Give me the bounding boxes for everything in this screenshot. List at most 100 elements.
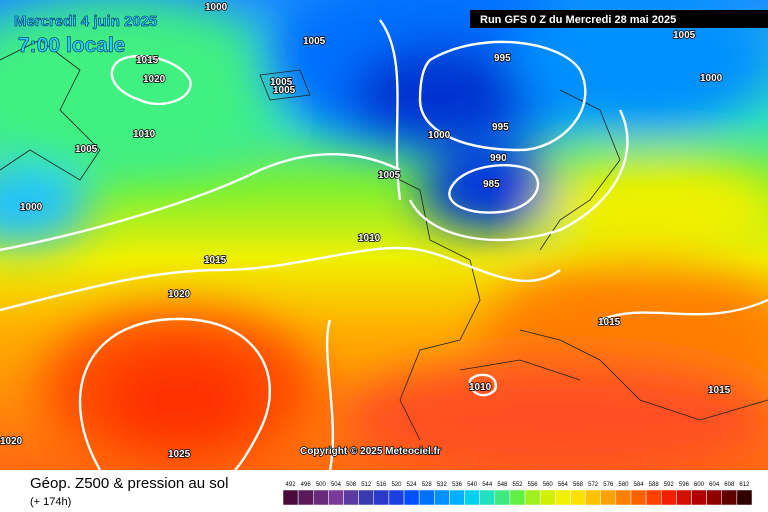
isobar-label: 1010 <box>133 129 156 140</box>
colorbar-swatch <box>509 489 526 506</box>
colorbar-swatch <box>297 489 314 506</box>
colorbar-label: 604 <box>709 482 720 488</box>
colorbar: 492 496 500 504 508 512 516 520 524 528 532 536 540 5… <box>282 482 753 506</box>
isobar-label: 1005 <box>378 170 401 181</box>
isobar-label: 1015 <box>204 255 227 266</box>
isobar <box>379 19 629 242</box>
colorbar-swatch <box>555 489 571 506</box>
isobar-label: 1005 <box>303 36 326 47</box>
colorbar-swatch <box>373 489 390 506</box>
isobar-label: 1005 <box>270 77 293 88</box>
colorbar-label: 576 <box>603 482 614 488</box>
isobar-label: 1000 <box>428 130 451 141</box>
isobar-label: 1020 <box>0 436 23 447</box>
run-info: Run GFS 0 Z du Mercredi 28 mai 2025 <box>480 14 676 26</box>
colorbar-swatch <box>464 489 480 506</box>
isobar-label: 990 <box>490 153 507 164</box>
colorbar-label: 508 <box>346 482 357 488</box>
colorbar-label: 584 <box>634 482 645 488</box>
colorbar-label: 500 <box>316 482 327 488</box>
colorbar-swatch <box>282 489 299 506</box>
isobar <box>110 54 192 106</box>
colorbar-swatch <box>645 489 662 506</box>
colorbar-swatch <box>313 489 329 506</box>
isobar <box>325 298 768 470</box>
coastline <box>0 39 768 441</box>
isobar <box>418 40 587 152</box>
colorbar-label: 612 <box>739 482 750 488</box>
colorbar-label: 520 <box>391 482 402 488</box>
isobar-label: 1000 <box>20 202 43 213</box>
colorbar-label: 600 <box>694 482 705 488</box>
colorbar-label: 556 <box>528 482 539 488</box>
colorbar-label: 588 <box>649 482 660 488</box>
colorbar-label: 504 <box>331 482 342 488</box>
colorbar-label: 532 <box>437 482 448 488</box>
isobar <box>78 317 271 470</box>
isobar-label: 1020 <box>143 74 166 85</box>
colorbar-label: 596 <box>679 482 690 488</box>
date: Mercredi 4 juin 2025 <box>14 13 157 30</box>
colorbar-swatch <box>403 489 420 506</box>
isobar-label: 1010 <box>469 382 492 393</box>
colorbar-swatch <box>343 489 359 506</box>
footer-title: Géop. Z500 & pression au sol <box>30 475 228 492</box>
colorbar-swatch <box>676 489 692 506</box>
colorbar-label: 564 <box>558 482 569 488</box>
colorbar-swatch <box>585 489 601 506</box>
isobar <box>0 152 401 252</box>
colorbar-swatch <box>570 489 586 506</box>
colorbar-label: 568 <box>573 482 584 488</box>
colorbar-swatch <box>418 489 435 506</box>
isobar-label: 1020 <box>168 289 191 300</box>
colorbar-swatch <box>736 489 753 506</box>
isobar-label: 1015 <box>598 317 621 328</box>
colorbar-swatch <box>630 489 647 506</box>
colorbar-swatch <box>449 489 465 506</box>
footer-subtitle: (+ 174h) <box>30 496 71 508</box>
colorbar-label: 512 <box>361 482 372 488</box>
isobar-label: 985 <box>483 179 500 190</box>
isobar <box>0 246 561 312</box>
colorbar-label: 496 <box>301 482 312 488</box>
colorbar-label: 592 <box>664 482 675 488</box>
colorbar-swatch <box>615 489 632 506</box>
isobar-label: 1000 <box>205 2 228 13</box>
colorbar-swatch <box>358 489 375 506</box>
colorbar-label: 572 <box>588 482 599 488</box>
colorbar-swatch <box>706 489 722 506</box>
colorbar-label: 492 <box>286 482 297 488</box>
isobar-label: 1015 <box>136 55 159 66</box>
colorbar-swatch <box>691 489 707 506</box>
time: 7:00 locale <box>18 34 125 57</box>
isobar-label: 1010 <box>358 233 381 244</box>
colorbar-swatch <box>494 489 511 506</box>
colorbar-label: 560 <box>543 482 554 488</box>
isobar-label: 1025 <box>168 449 191 460</box>
colorbar-label: 552 <box>512 482 523 488</box>
copyright: Copyright © 2025 Meteociel.fr <box>300 446 441 457</box>
isobar-label: 995 <box>492 122 509 133</box>
colorbar-swatch <box>721 489 738 506</box>
isobar-label: 1005 <box>273 85 296 96</box>
colorbar-label: 548 <box>497 482 508 488</box>
colorbar-swatch <box>660 489 677 506</box>
colorbar-swatch <box>600 489 617 506</box>
colorbar-swatch <box>328 489 344 506</box>
colorbar-swatch <box>524 489 541 506</box>
run-box <box>470 10 768 28</box>
colorbar-label: 580 <box>618 482 629 488</box>
colorbar-swatch <box>479 489 496 506</box>
colorbar-swatch <box>388 489 405 506</box>
colorbar-label: 544 <box>482 482 493 488</box>
colorbar-label: 528 <box>422 482 433 488</box>
colorbar-swatch <box>539 489 556 506</box>
colorbar-label: 536 <box>452 482 463 488</box>
isobar-label: 1005 <box>673 30 696 41</box>
colorbar-label: 516 <box>376 482 387 488</box>
colorbar-label: 608 <box>724 482 735 488</box>
colorbar-label: 524 <box>407 482 418 488</box>
